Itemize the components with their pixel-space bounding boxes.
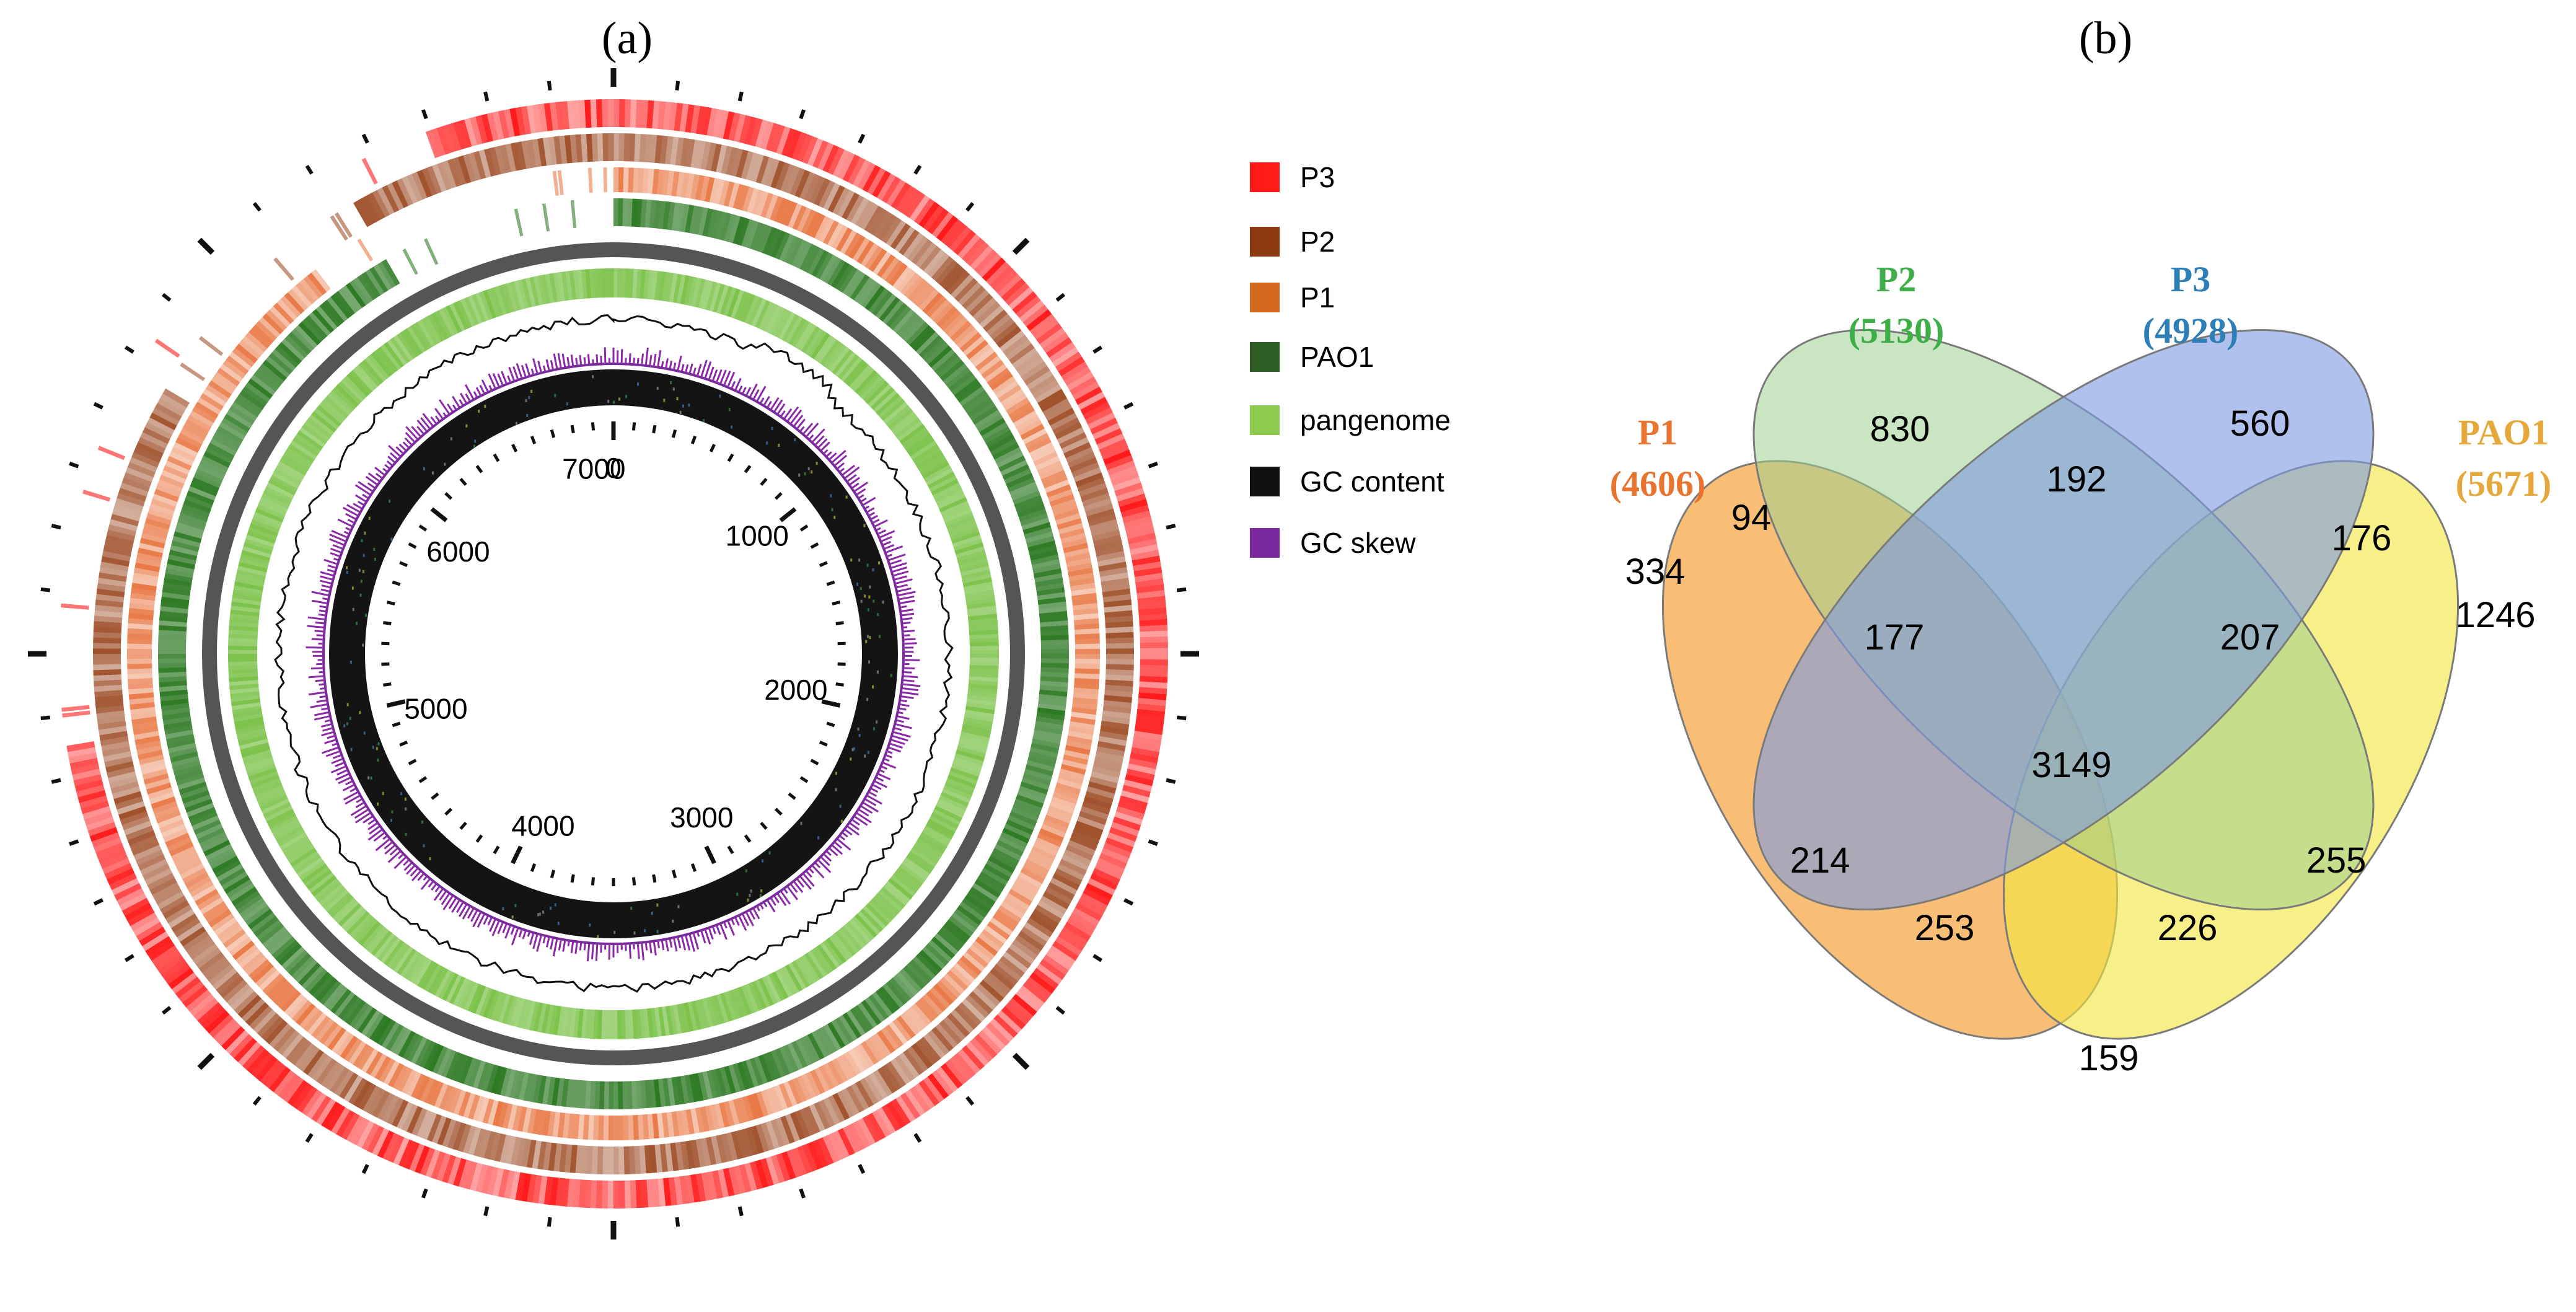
legend-item-p3: P3 <box>1250 161 1335 193</box>
tick-label-2000: 2000 <box>764 674 827 706</box>
legend-label-p2: P2 <box>1300 226 1335 258</box>
circos-rings <box>61 99 1168 1209</box>
tick-label-7000: 7000 <box>562 453 625 485</box>
circos-outer-ticks <box>28 68 1199 1239</box>
legend-item-p1: P1 <box>1250 281 1335 314</box>
ring-gc-skew <box>306 347 921 962</box>
ring-p2 <box>92 133 1134 1174</box>
ring-pangenome <box>228 268 999 1039</box>
legend-label-pangenome: pangenome <box>1300 404 1451 436</box>
legend-label-gc-content: GC content <box>1300 465 1444 498</box>
venn-set-label-pao1: PAO1 (5671) <box>2456 412 2552 504</box>
tick-label-4000: 4000 <box>511 810 574 842</box>
tick-label-3000: 3000 <box>670 801 733 834</box>
legend-swatch-pao1 <box>1250 342 1280 372</box>
region-p1-p3: 214 <box>1790 840 1850 881</box>
legend-swatch-gc-content <box>1250 467 1280 496</box>
region-pao1-only: 1246 <box>2455 595 2535 635</box>
circos-tick-labels: 0 1000 2000 3000 4000 5000 6000 7000 <box>404 452 827 842</box>
legend-swatch-p1 <box>1250 283 1280 312</box>
panel-a: (a) 0 1000 2000 3000 4000 5000 6000 7000… <box>28 13 1451 1239</box>
venn-set-label-p2: P2 (5130) <box>1848 259 1945 351</box>
venn-set-label-p1: P1 (4606) <box>1610 412 1706 504</box>
legend-item-p2: P2 <box>1250 226 1335 258</box>
set-name-pao1: PAO1 <box>2458 412 2549 452</box>
venn-region-counts: 830 560 192 94 176 334 177 207 1246 3149… <box>1625 403 2536 1078</box>
set-count-pao1: (5671) <box>2456 464 2552 504</box>
venn-set-label-p3: P3 (4928) <box>2143 259 2239 351</box>
region-p1-p3-pao1: 253 <box>1915 908 1975 948</box>
ring-p1 <box>126 167 1101 1140</box>
region-all: 3149 <box>2031 745 2111 785</box>
set-name-p3: P3 <box>2171 259 2210 299</box>
legend: P3 P2 P1 PAO1 pangenome GC content <box>1250 161 1451 559</box>
set-name-p2: P2 <box>1876 259 1916 299</box>
region-p1-p2-p3: 177 <box>1865 617 1925 658</box>
region-p2-p3-pao1: 207 <box>2220 617 2280 658</box>
set-count-p1: (4606) <box>1610 464 1706 504</box>
legend-label-pao1: PAO1 <box>1300 341 1374 373</box>
panel-b: (b) P1 (4606) P2 (5130) P3 (4928) <box>1610 13 2552 1078</box>
set-count-p2: (5130) <box>1848 310 1945 351</box>
ring-backbone <box>202 242 1025 1065</box>
ring-core <box>329 369 898 938</box>
region-p3-only: 560 <box>2230 403 2290 444</box>
ring-p3 <box>61 99 1168 1209</box>
set-count-p3: (4928) <box>2143 310 2239 351</box>
legend-item-pao1: PAO1 <box>1250 341 1374 373</box>
legend-swatch-p3 <box>1250 162 1280 192</box>
region-p2-only: 830 <box>1870 409 1930 449</box>
ring-pao1 <box>157 198 1070 1110</box>
panel-b-label: (b) <box>2079 13 2132 64</box>
legend-label-p3: P3 <box>1300 161 1335 193</box>
legend-label-gc-skew: GC skew <box>1300 527 1416 559</box>
legend-label-p1: P1 <box>1300 281 1335 314</box>
region-p1-p2-pao1: 226 <box>2158 908 2218 948</box>
legend-item-gc-skew: GC skew <box>1250 527 1416 559</box>
region-p1-p2: 94 <box>1731 498 1772 538</box>
tick-label-6000: 6000 <box>426 535 490 568</box>
legend-swatch-pangenome <box>1250 405 1280 435</box>
legend-swatch-p2 <box>1250 227 1280 257</box>
tick-label-5000: 5000 <box>404 693 467 725</box>
tick-label-0: 0 <box>605 452 622 484</box>
legend-item-pangenome: pangenome <box>1250 404 1451 436</box>
panel-a-label: (a) <box>602 13 653 64</box>
venn-ellipse-p3 <box>1752 329 2375 910</box>
circos-genome-map: 0 1000 2000 3000 4000 5000 6000 7000 <box>28 68 1199 1239</box>
region-p2-p3: 192 <box>2047 459 2107 500</box>
region-p3-pao1: 176 <box>2332 518 2392 558</box>
region-p1-pao1: 159 <box>2079 1038 2139 1078</box>
legend-item-gc-content: GC content <box>1250 465 1444 498</box>
circos-inner-ticks <box>381 421 846 886</box>
venn-diagram: P1 (4606) P2 (5130) P3 (4928) PAO1 (5671… <box>1610 259 2552 1078</box>
region-p2-pao1: 255 <box>2306 840 2367 881</box>
set-name-p1: P1 <box>1638 412 1677 452</box>
legend-swatch-gc-skew <box>1250 528 1280 558</box>
tick-label-1000: 1000 <box>726 519 789 552</box>
ring-gc-content <box>274 314 954 993</box>
region-p1-only: 334 <box>1625 552 1686 592</box>
